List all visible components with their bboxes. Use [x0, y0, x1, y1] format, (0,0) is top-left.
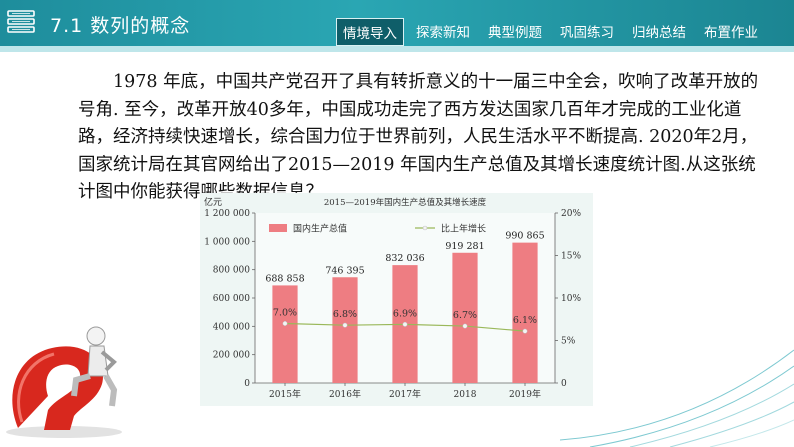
section-nav: 情境导入 探索新知 典型例题 巩固练习 归纳总结 布置作业: [336, 18, 764, 46]
legend-line-marker: [422, 225, 428, 231]
x-tick-label: 2017年: [389, 388, 421, 400]
growth-point: [462, 323, 468, 329]
left-tick-label: 0: [244, 379, 250, 389]
thinker-on-question-mark-figure: [6, 326, 122, 438]
growth-label: 6.1%: [513, 315, 537, 326]
growth-label: 6.9%: [393, 308, 417, 319]
left-tick-label: 800 000: [213, 266, 250, 276]
legend-line-label: 比上年增长: [441, 223, 486, 235]
header-bar: 7.1 数列的概念 情境导入 探索新知 典型例题 巩固练习 归纳总结 布置作业: [0, 0, 794, 46]
growth-point: [522, 328, 528, 334]
right-tick-label: 5%: [561, 337, 576, 347]
legend-bar-swatch: [269, 224, 287, 232]
growth-label: 7.0%: [273, 308, 297, 319]
gdp-bar-label: 746 395: [325, 265, 364, 276]
x-tick-label: 2018: [454, 390, 477, 400]
right-tick-label: 15%: [561, 252, 581, 262]
gdp-chart-svg: 2015—2019年国内生产总值及其增长速度 亿元 0 200 000 400 000 6…: [204, 196, 581, 400]
gdp-chart: 2015—2019年国内生产总值及其增长速度 亿元 0 200 000 400 000 6…: [200, 193, 593, 406]
nav-tab-0[interactable]: 情境导入: [336, 18, 404, 46]
growth-point: [342, 322, 348, 328]
gdp-bar: [452, 252, 478, 383]
nav-tab-3[interactable]: 巩固练习: [560, 25, 614, 41]
stacked-books-icon: [7, 10, 35, 33]
nav-tab-1[interactable]: 探索新知: [416, 25, 470, 41]
left-tick-label: 600 000: [213, 294, 250, 304]
x-tick-label: 2015年: [269, 388, 301, 400]
gdp-bar: [512, 242, 538, 383]
growth-label: 6.7%: [453, 310, 477, 321]
growth-label: 6.8%: [333, 309, 357, 320]
gdp-bar: [332, 277, 358, 383]
growth-point: [282, 321, 288, 326]
gdp-bar: [272, 285, 298, 383]
right-tick-label: 10%: [561, 294, 581, 304]
decorative-lines: [560, 349, 794, 447]
nav-tab-4[interactable]: 归纳总结: [632, 25, 686, 41]
left-tick-label: 1 000 000: [204, 237, 250, 247]
y-unit-label: 亿元: [204, 196, 222, 208]
left-tick-label: 1 200 000: [204, 209, 250, 219]
right-tick-label: 20%: [561, 209, 581, 219]
right-tick-label: 0: [561, 379, 567, 389]
growth-point: [402, 321, 408, 327]
x-tick-label: 2016年: [329, 388, 361, 400]
left-tick-label: 200 000: [213, 351, 250, 361]
nav-tab-5[interactable]: 布置作业: [704, 25, 758, 41]
legend-bar-label: 国内生产总值: [293, 223, 347, 235]
x-tick-label: 2019年: [509, 388, 541, 400]
intro-paragraph: 1978 年底，中国共产党召开了具有转折意义的十一届三中全会，吹响了改革开放的号…: [78, 72, 759, 202]
gdp-bar-label: 919 281: [445, 241, 484, 252]
gdp-bar-label: 688 858: [265, 273, 304, 284]
chart-title: 2015—2019年国内生产总值及其增长速度: [324, 197, 487, 208]
gdp-bar-label: 990 865: [505, 231, 544, 242]
header-stripe: [0, 46, 794, 52]
gdp-bar-label: 832 036: [385, 253, 424, 264]
nav-tab-2[interactable]: 典型例题: [488, 25, 542, 41]
intro-text: 1978 年底，中国共产党召开了具有转折意义的十一届三中全会，吹响了改革开放的号…: [78, 69, 768, 207]
page-title: 7.1 数列的概念: [50, 15, 191, 37]
left-tick-label: 400 000: [213, 322, 250, 332]
